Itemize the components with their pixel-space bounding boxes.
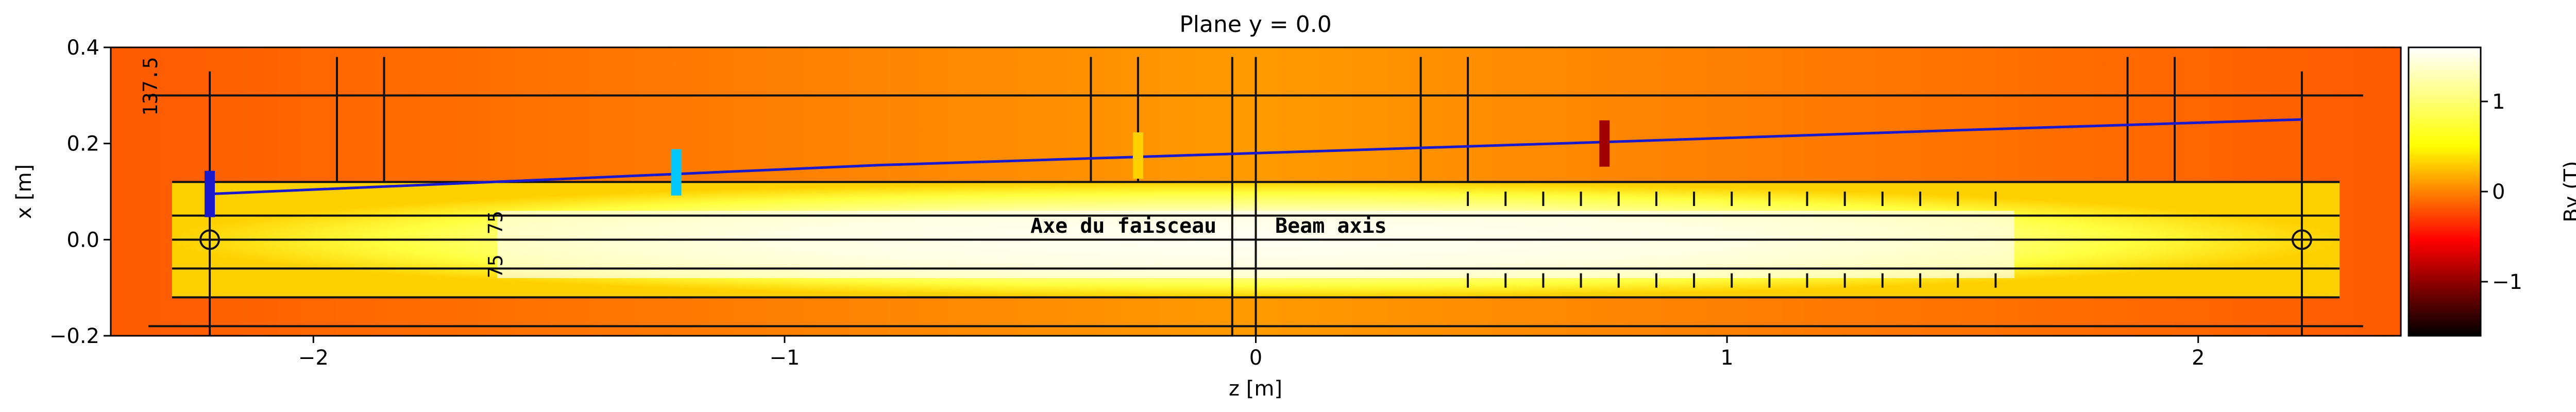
y-axis-label: x [m] [12,164,36,219]
x-tick-label: 0 [1249,346,1262,370]
chart-title: Plane y = 0.0 [1179,11,1332,38]
y-axis: −0.2 0.0 0.2 0.4 [49,36,111,348]
colorbar-tick-label: 1 [2492,90,2505,114]
beam-marker-0 [205,170,215,217]
annotation-axe-du-faisceau: Axe du faisceau [1030,214,1216,238]
drawing-circle [199,229,221,250]
annotation-beam-axis: Beam axis [1275,214,1387,238]
y-tick-label: 0.4 [66,36,99,60]
annotation-dimension-75-a: 75 [484,254,507,278]
colorbar-tick-label: 0 [2492,180,2505,204]
x-tick-label: 2 [2192,346,2205,370]
beam-markers [205,120,1610,217]
beam-trajectory-line [209,118,2302,196]
colorbar-label: By (T) [2560,161,2576,222]
colorbar [2408,46,2482,337]
y-tick-label: 0.2 [66,132,99,156]
x-tick-label: −1 [769,346,800,370]
colorbar-tick-label: −1 [2492,270,2522,294]
beam-marker-1 [671,149,682,196]
annotation-dimension-137-5: 137.5 [139,57,162,116]
x-axis: −2 −1 0 1 2 [298,336,2205,370]
drawing-circle [2291,229,2312,250]
x-tick-label: −2 [298,346,329,370]
x-axis-label: z [m] [1229,377,1282,401]
x-tick-label: 1 [1720,346,1733,370]
beam-marker-2 [1132,132,1143,179]
beam-marker-3 [1599,120,1610,167]
annotation-dimension-75-b: 75 [484,211,507,234]
y-tick-label: −0.2 [49,324,99,348]
y-tick-label: 0.0 [66,228,99,252]
colorbar-axis: −1 0 1 [2481,90,2522,294]
plot-area: Axe du faisceau Beam axis 137.5 75 75 [111,47,2401,336]
